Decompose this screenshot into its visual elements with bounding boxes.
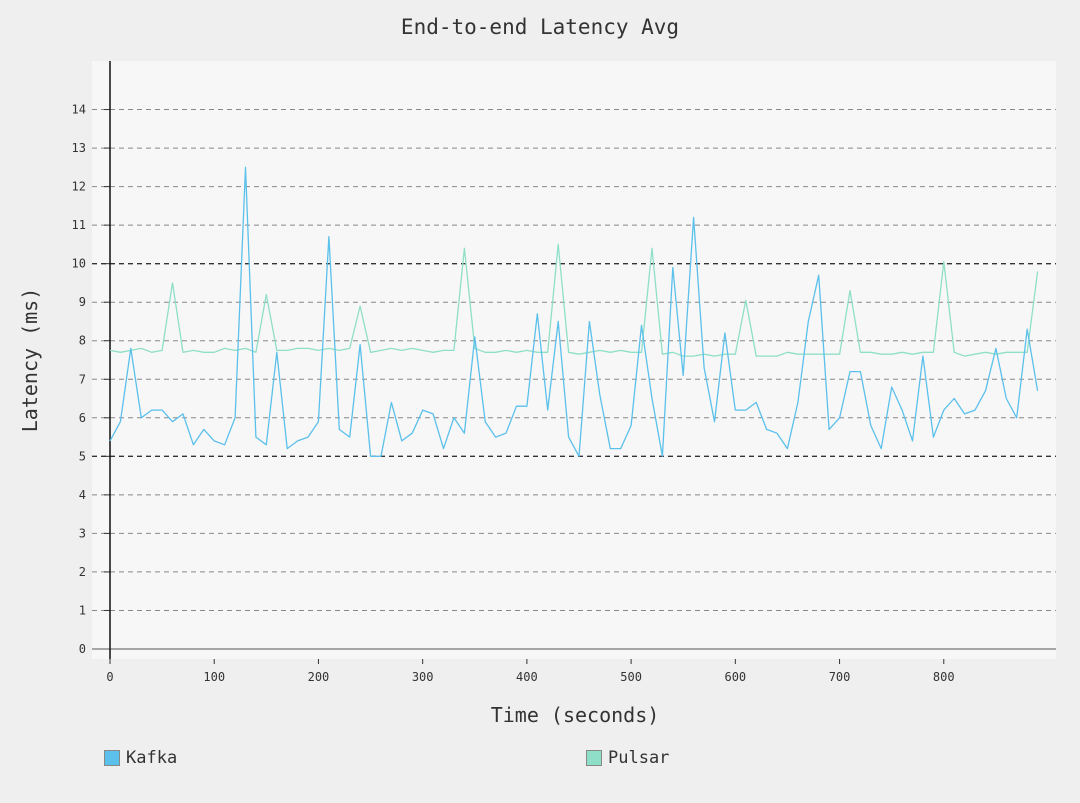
series-line-kafka (109, 166, 1039, 457)
x-tick-label: 100 (203, 670, 225, 684)
y-tick-label: 12 (72, 180, 86, 194)
y-tick-label: 0 (79, 642, 86, 656)
y-tick-label: 2 (79, 565, 86, 579)
x-tick-label: 400 (516, 670, 538, 684)
x-tick-label: 500 (620, 670, 642, 684)
y-tick-label: 8 (79, 334, 86, 348)
x-tick-label: 200 (308, 670, 330, 684)
x-axis-label: Time (seconds) (491, 703, 660, 727)
plot-area (92, 61, 1056, 659)
legend-label-kafka: Kafka (126, 748, 178, 768)
series-line-pulsar (109, 243, 1039, 357)
y-tick-label: 7 (79, 372, 86, 386)
legend-item-pulsar[interactable]: Pulsar (586, 748, 669, 768)
grid-layer (92, 109, 1056, 611)
x-tick-label: 300 (412, 670, 434, 684)
y-tick-label: 3 (79, 526, 86, 540)
x-tick-label: 700 (829, 670, 851, 684)
y-tick-label: 11 (72, 218, 86, 232)
y-tick-label: 13 (72, 141, 86, 155)
legend-label-pulsar: Pulsar (608, 748, 670, 768)
y-tick-label: 14 (72, 103, 86, 117)
x-tick-label: 800 (933, 670, 955, 684)
y-tick-label: 4 (79, 488, 86, 502)
legend-item-kafka[interactable]: Kafka (104, 748, 177, 768)
y-tick-label: 6 (79, 411, 86, 425)
legend-swatch-pulsar (586, 750, 602, 766)
y-axis-label: Latency (ms) (18, 288, 42, 433)
x-tick-label: 0 (106, 670, 113, 684)
series-layer (109, 166, 1039, 457)
y-tick-label: 9 (79, 295, 86, 309)
y-tick-label: 5 (79, 449, 86, 463)
chart-title: End-to-end Latency Avg (401, 15, 679, 39)
x-tick-label: 600 (724, 670, 746, 684)
legend-swatch-kafka (104, 750, 120, 766)
y-tick-label: 1 (79, 603, 86, 617)
y-tick-label: 10 (72, 257, 86, 271)
